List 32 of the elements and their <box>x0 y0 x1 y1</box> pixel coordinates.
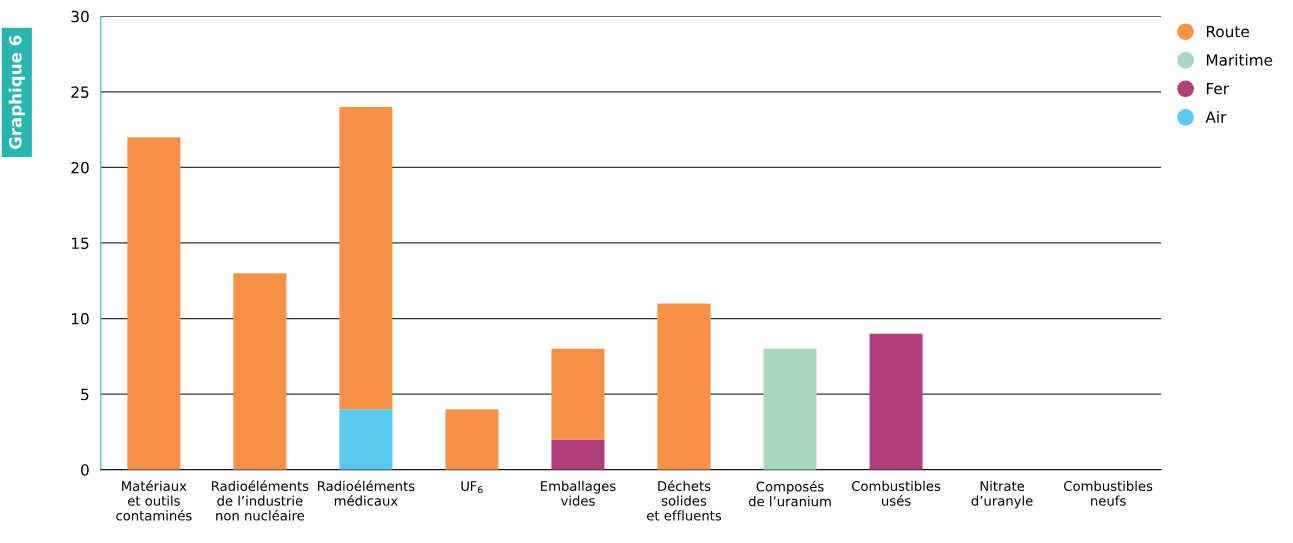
legend-label: Route <box>1206 25 1249 38</box>
bar <box>657 303 711 470</box>
x-tick-label: Combustibles neufs <box>1064 480 1153 506</box>
bar <box>445 409 499 470</box>
y-tick-label: 0 <box>81 464 89 476</box>
legend-label: Fer <box>1206 83 1230 95</box>
y-tick-label: 25 <box>71 86 89 98</box>
bar <box>233 273 287 470</box>
x-tick-label: Composés de l’uranium <box>748 480 831 507</box>
x-tick-label: Radioéléments médicaux <box>318 480 415 506</box>
x-tick-label: Emballages vides <box>541 480 616 506</box>
legend-label: Maritime <box>1206 53 1273 66</box>
y-tick-label: 15 <box>71 237 89 250</box>
bar <box>339 409 393 470</box>
legend-label: Air <box>1205 111 1227 123</box>
y-tick-label: 10 <box>71 313 89 325</box>
x-tick-label: Radioéléments de l’industrie non nucléaire <box>212 480 309 521</box>
text: Graphique 6 <box>8 35 25 150</box>
x-tick-label: Combustibles usés <box>851 480 941 506</box>
x-tick-label: Déchets solides et effluents <box>647 480 722 521</box>
bar <box>763 348 817 470</box>
x-tick-label: Matériaux et outils contaminés <box>116 480 192 521</box>
bar <box>551 348 605 440</box>
bar <box>127 137 181 470</box>
bar <box>339 106 393 410</box>
bar <box>551 439 605 470</box>
x-tick-label: Nitrate d’uranyle <box>971 480 1033 509</box>
x-tick-label: UF$_{6}$ <box>461 481 483 494</box>
y-tick-label: 5 <box>81 388 89 401</box>
bar <box>869 333 923 470</box>
y-tick-label: 30 <box>71 10 89 23</box>
y-tick-label: 20 <box>71 161 89 174</box>
